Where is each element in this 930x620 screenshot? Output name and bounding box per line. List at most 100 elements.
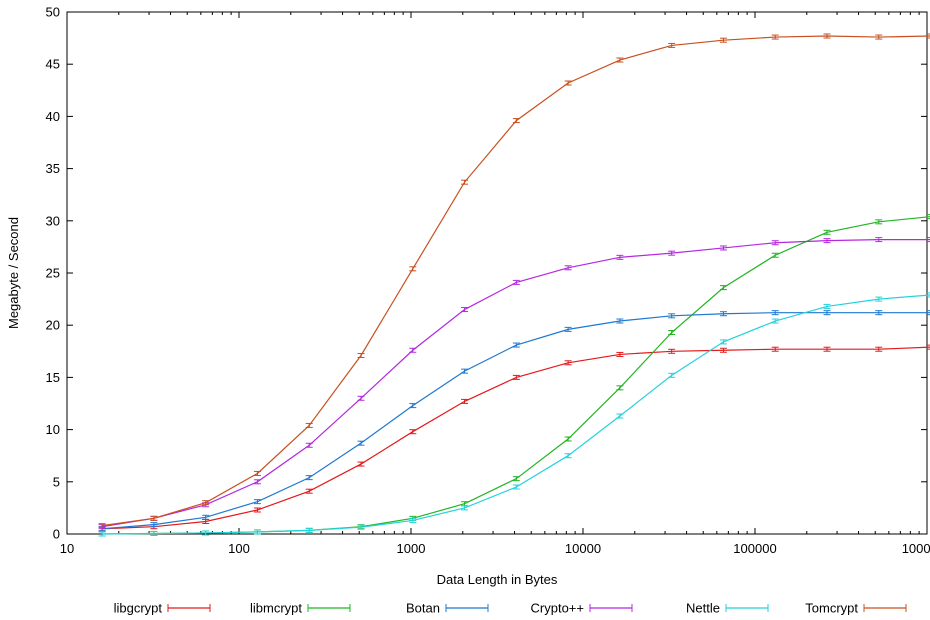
data-point (202, 514, 210, 520)
data-point (875, 346, 883, 352)
data-point (875, 296, 883, 302)
y-tick-label: 0 (53, 527, 60, 542)
data-point (512, 279, 520, 285)
x-tick-label: 10000 (565, 541, 601, 556)
x-tick-label: 100 (228, 541, 250, 556)
x-tick-label: 10 (60, 541, 74, 556)
x-tick-label: 100000 (733, 541, 776, 556)
y-tick-label: 35 (46, 161, 60, 176)
legend-item-nettle: Nettle (686, 601, 769, 616)
series-botan (98, 310, 930, 532)
data-point (202, 500, 210, 506)
data-point (357, 461, 365, 467)
data-point (98, 523, 106, 529)
data-point (823, 33, 831, 39)
series-libgcrypt (98, 344, 930, 532)
data-point (202, 530, 210, 536)
legend-item-crypto: Crypto++ (531, 601, 633, 616)
data-point (98, 531, 106, 537)
data-point (616, 385, 624, 391)
data-point (409, 517, 417, 523)
data-point (512, 118, 520, 124)
y-tick-label: 45 (46, 57, 60, 72)
legend-item-libgcrypt: libgcrypt (114, 601, 211, 616)
y-tick-label: 50 (46, 5, 60, 20)
y-tick-label: 40 (46, 109, 60, 124)
data-point (305, 475, 313, 481)
data-point (719, 311, 727, 317)
data-point (512, 476, 520, 482)
data-point (927, 237, 930, 243)
data-point (875, 310, 883, 316)
data-point (616, 413, 624, 419)
y-tick-label: 20 (46, 318, 60, 333)
y-tick-label: 30 (46, 213, 60, 228)
data-point (150, 522, 158, 528)
data-point (771, 34, 779, 40)
data-point (875, 237, 883, 243)
series-crypto (98, 237, 930, 530)
data-point (512, 484, 520, 490)
data-point (823, 346, 831, 352)
data-point (150, 515, 158, 521)
series-nettle (98, 292, 930, 537)
data-point (461, 179, 469, 185)
data-point (253, 499, 261, 505)
data-point (564, 436, 572, 442)
data-point (512, 342, 520, 348)
legend-label: Tomcrypt (805, 601, 858, 616)
series-tomcrypt (98, 33, 930, 529)
x-tick-label: 1000 (397, 541, 426, 556)
data-point (616, 351, 624, 357)
data-point (771, 252, 779, 258)
data-point (564, 360, 572, 366)
data-point (771, 318, 779, 324)
data-point (719, 37, 727, 43)
data-point (564, 265, 572, 271)
legend-swatch (863, 604, 907, 612)
data-point (409, 266, 417, 272)
data-point (927, 344, 930, 350)
data-point (719, 285, 727, 291)
data-point (461, 307, 469, 313)
data-point (253, 479, 261, 485)
data-point (668, 348, 676, 354)
data-point (253, 507, 261, 513)
legend-item-botan: Botan (406, 601, 489, 616)
y-tick-label: 10 (46, 422, 60, 437)
legend-label: Crypto++ (531, 601, 584, 616)
legend-swatch (167, 604, 211, 612)
legend-swatch (445, 604, 489, 612)
plot-area-border (66, 11, 928, 535)
data-point (512, 374, 520, 380)
y-tick-label: 5 (53, 474, 60, 489)
data-point (668, 372, 676, 378)
data-point (357, 352, 365, 358)
data-point (668, 42, 676, 48)
legend-swatch (725, 604, 769, 612)
legend-item-libmcrypt: libmcrypt (250, 601, 351, 616)
data-point (927, 214, 930, 220)
data-point (461, 368, 469, 374)
data-point (616, 57, 624, 63)
data-point (357, 440, 365, 446)
legend-swatch (307, 604, 351, 612)
data-point (668, 313, 676, 319)
data-point (875, 219, 883, 225)
data-point (616, 254, 624, 260)
data-point (823, 229, 831, 235)
data-point (927, 33, 930, 39)
legend-label: Nettle (686, 601, 720, 616)
data-point (564, 453, 572, 459)
y-axis-title: Megabyte / Second (6, 217, 21, 329)
data-point (564, 326, 572, 332)
series-line-libgcrypt (102, 346, 930, 530)
data-point (616, 318, 624, 324)
data-point (461, 505, 469, 511)
data-point (927, 292, 930, 298)
x-axis-title: Data Length in Bytes (437, 572, 558, 587)
legend-label: libgcrypt (114, 601, 163, 616)
data-point (875, 34, 883, 40)
data-point (357, 395, 365, 401)
